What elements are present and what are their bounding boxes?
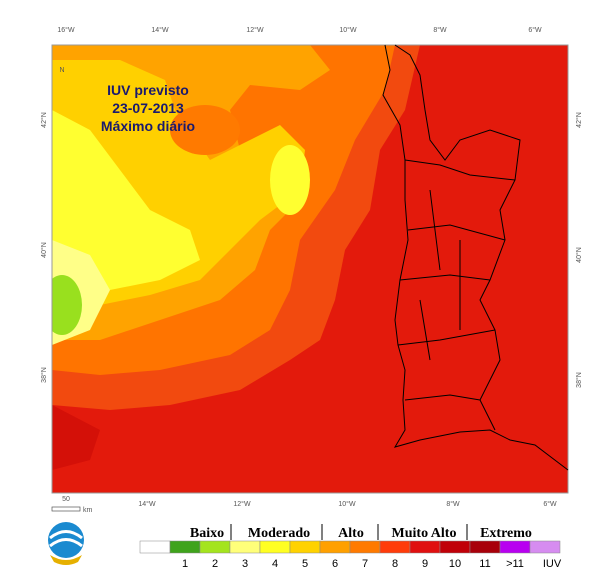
legend-swatch: [379, 540, 411, 554]
legend-label: 4: [272, 558, 278, 570]
legend-swatch: [229, 540, 261, 554]
legend-label: 11: [479, 558, 490, 570]
scale-bar: [51, 506, 81, 512]
legend-swatch: [439, 540, 471, 554]
coord-label: 42°N: [40, 112, 48, 128]
coord-label: 12°W: [233, 500, 251, 508]
logo: [48, 522, 84, 565]
legend-swatch: [139, 540, 171, 554]
legend-swatch: [169, 540, 201, 554]
legend-label: 3: [242, 558, 248, 570]
coord-label: 8°W: [433, 26, 447, 34]
coord-label: 42°N: [575, 112, 583, 128]
coastline: [382, 44, 569, 471]
coord-label: 38°N: [40, 367, 48, 383]
legend-swatch: [259, 540, 291, 554]
legend-group: Baixo: [190, 526, 224, 541]
legend-swatch: [409, 540, 441, 554]
legend-group: Moderado: [248, 526, 310, 541]
legend-swatch: [349, 540, 381, 554]
coord-label: 6°W: [528, 26, 542, 34]
legend-unit: IUV: [543, 558, 562, 570]
legend-swatch: [289, 540, 321, 554]
coord-label: 14°W: [138, 500, 156, 508]
map-title: 23-07-2013: [112, 100, 184, 116]
map-title: IUV previsto: [107, 82, 189, 98]
legend-group: Alto: [338, 526, 364, 541]
coord-label: 6°W: [543, 500, 557, 508]
legend-swatch: [469, 540, 501, 554]
scale-value: 50: [62, 496, 70, 503]
legend-swatch: [319, 540, 351, 554]
legend-swatch: [199, 540, 231, 554]
coord-label: 40°N: [575, 247, 583, 263]
coord-label: 40°N: [40, 242, 48, 258]
legend-label: 1: [182, 558, 188, 570]
legend-label: 10: [449, 558, 461, 570]
map-title: Máximo diário: [101, 118, 195, 134]
legend-label: 2: [212, 558, 218, 570]
north-arrow: N: [59, 67, 64, 74]
legend-label: 6: [332, 558, 338, 570]
scale-unit: km: [83, 507, 93, 514]
coord-label: 10°W: [338, 500, 356, 508]
legend-label: 8: [392, 558, 398, 570]
coord-label: 8°W: [446, 500, 460, 508]
legend-label: >11: [506, 558, 524, 570]
coord-label: 10°W: [339, 26, 357, 34]
map: [51, 44, 569, 494]
legend-swatch: [499, 540, 531, 554]
legend-label: 5: [302, 558, 308, 570]
legend-label: 7: [362, 558, 368, 570]
legend-label: 9: [422, 558, 428, 570]
coord-label: 16°W: [57, 26, 75, 34]
coord-label: 14°W: [151, 26, 169, 34]
legend-group: Muito Alto: [392, 526, 457, 541]
legend-group: Extremo: [480, 526, 532, 541]
coord-label: 38°N: [575, 372, 583, 388]
coord-label: 12°W: [246, 26, 264, 34]
legend-swatch: [529, 540, 561, 554]
